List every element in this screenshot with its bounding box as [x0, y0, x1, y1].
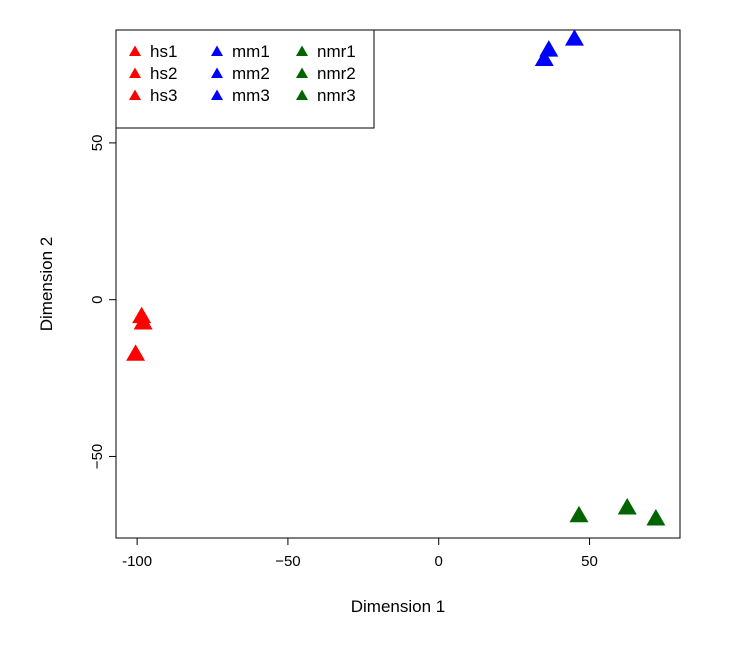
- legend-label-hs2: hs2: [150, 64, 177, 83]
- data-point-mm1: [564, 29, 584, 46]
- legend-label-nmr2: nmr2: [317, 64, 356, 83]
- data-point-mm3: [534, 49, 554, 67]
- x-tick-label: -100: [122, 553, 152, 570]
- legend-marker-hs3: [129, 89, 141, 100]
- legend-marker-mm3: [211, 89, 223, 100]
- data-points: [126, 29, 666, 526]
- legend-label-nmr1: nmr1: [317, 42, 356, 61]
- legend-label-mm3: mm3: [232, 86, 270, 105]
- legend-marker-nmr3: [296, 89, 308, 100]
- x-tick-label: 0: [435, 553, 443, 570]
- data-point-nmr2: [569, 505, 589, 523]
- legend: hs1 hs2 hs3 mm1 mm2 mm3 nmr1 nmr2 nmr3: [115, 29, 375, 129]
- legend-marker-nmr2: [296, 67, 308, 78]
- x-tick-label: −50: [275, 553, 300, 570]
- legend-marker-mm2: [211, 67, 223, 78]
- data-point-nmr3: [646, 508, 666, 526]
- y-tick-label: −50: [89, 444, 106, 469]
- data-point-hs2: [133, 312, 153, 330]
- x-axis: -100 −50 0 50: [122, 537, 598, 570]
- y-axis: −50 0 50: [89, 135, 117, 469]
- legend-box: [115, 29, 375, 129]
- x-tick-label: 50: [581, 553, 598, 570]
- data-point-nmr1: [617, 498, 637, 515]
- legend-label-nmr3: nmr3: [317, 86, 356, 105]
- y-tick-label: 0: [89, 296, 106, 304]
- x-axis-title: Dimension 1: [351, 597, 446, 616]
- legend-label-mm1: mm1: [232, 42, 270, 61]
- legend-label-mm2: mm2: [232, 64, 270, 83]
- legend-marker-mm1: [211, 45, 223, 56]
- legend-marker-nmr1: [296, 45, 308, 56]
- legend-label-hs1: hs1: [150, 42, 177, 61]
- legend-marker-hs1: [129, 45, 141, 56]
- y-tick-label: 50: [89, 135, 106, 152]
- legend-label-hs3: hs3: [150, 86, 177, 105]
- y-axis-title: Dimension 2: [37, 237, 56, 332]
- legend-marker-hs2: [129, 67, 141, 78]
- data-point-hs3: [126, 344, 146, 361]
